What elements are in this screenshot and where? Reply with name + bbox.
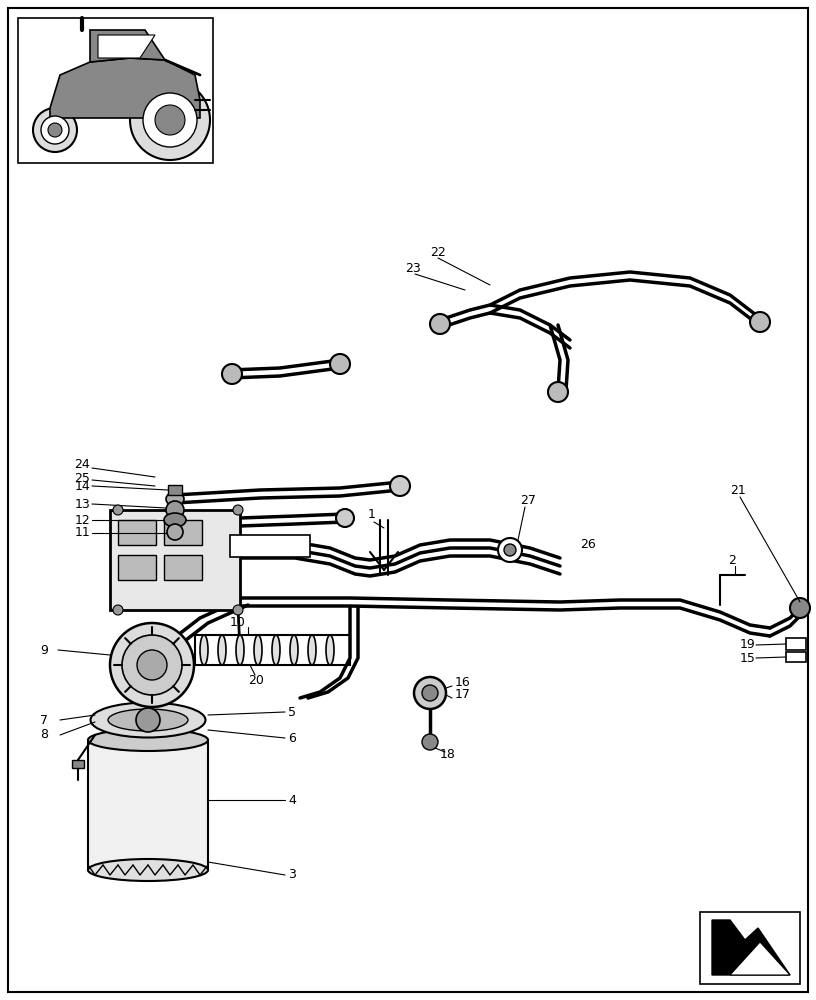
Circle shape (390, 476, 410, 496)
Text: 26: 26 (580, 538, 596, 552)
Circle shape (504, 544, 516, 556)
Circle shape (422, 734, 438, 750)
Circle shape (548, 382, 568, 402)
Text: 15: 15 (740, 652, 756, 664)
Bar (18, 18, 213, 163)
Ellipse shape (164, 513, 186, 527)
Circle shape (122, 635, 182, 695)
Text: 12: 12 (74, 514, 90, 526)
Ellipse shape (88, 859, 208, 881)
Bar (164, 555, 202, 580)
Circle shape (48, 123, 62, 137)
Bar (118, 520, 156, 545)
Ellipse shape (236, 635, 244, 665)
Text: 25: 25 (74, 472, 90, 485)
Bar (110, 510, 240, 610)
Ellipse shape (254, 635, 262, 665)
Bar (118, 555, 156, 580)
Text: 21: 21 (730, 484, 746, 496)
Bar (72, 760, 84, 768)
Bar (195, 635, 350, 665)
Circle shape (130, 80, 210, 160)
Text: 11: 11 (74, 526, 90, 540)
Text: 9: 9 (40, 644, 48, 656)
Circle shape (33, 108, 77, 152)
Circle shape (222, 364, 242, 384)
Text: 17: 17 (455, 688, 471, 702)
Polygon shape (50, 58, 200, 118)
Circle shape (167, 524, 183, 540)
Ellipse shape (272, 635, 280, 665)
Circle shape (330, 354, 350, 374)
Ellipse shape (326, 635, 334, 665)
Circle shape (750, 312, 770, 332)
Bar (700, 912, 800, 984)
Bar (786, 652, 806, 662)
Text: 2: 2 (728, 554, 736, 566)
Polygon shape (90, 30, 165, 62)
Text: 3: 3 (288, 868, 296, 882)
Circle shape (41, 116, 69, 144)
Circle shape (155, 105, 185, 135)
Circle shape (113, 605, 123, 615)
Ellipse shape (108, 709, 188, 731)
Circle shape (136, 708, 160, 732)
Text: 8: 8 (40, 728, 48, 742)
Circle shape (113, 505, 123, 515)
Text: 18: 18 (440, 748, 456, 762)
Circle shape (498, 538, 522, 562)
Circle shape (414, 677, 446, 709)
Bar (88, 740, 208, 870)
Ellipse shape (88, 729, 208, 751)
Text: 27: 27 (520, 493, 536, 506)
Bar (786, 638, 806, 650)
Ellipse shape (290, 635, 298, 665)
Circle shape (422, 685, 438, 701)
Circle shape (166, 501, 184, 519)
Circle shape (336, 509, 354, 527)
Text: 20: 20 (248, 674, 264, 686)
Circle shape (430, 314, 450, 334)
Circle shape (143, 93, 197, 147)
Bar (164, 520, 202, 545)
Text: 6: 6 (288, 732, 296, 744)
Ellipse shape (308, 635, 316, 665)
Circle shape (137, 650, 167, 680)
Circle shape (233, 605, 243, 615)
Text: 19: 19 (740, 639, 756, 652)
Text: 5: 5 (288, 706, 296, 718)
Bar (230, 535, 310, 557)
Circle shape (790, 598, 810, 618)
Ellipse shape (218, 635, 226, 665)
Text: 7: 7 (40, 714, 48, 726)
Text: 23: 23 (405, 261, 421, 274)
Text: 4: 4 (288, 794, 296, 806)
Polygon shape (98, 35, 155, 58)
Text: 13: 13 (74, 497, 90, 510)
Text: 10: 10 (230, 615, 246, 629)
Text: 14: 14 (74, 480, 90, 492)
Ellipse shape (91, 702, 206, 738)
Text: 24: 24 (74, 458, 90, 472)
Text: 1.82.3: 1.82.3 (234, 540, 271, 552)
Polygon shape (712, 920, 790, 975)
Circle shape (110, 623, 194, 707)
Circle shape (233, 505, 243, 515)
Ellipse shape (166, 492, 184, 506)
Ellipse shape (200, 635, 208, 665)
Text: 1: 1 (368, 508, 376, 522)
Text: 16: 16 (455, 676, 471, 688)
Text: 22: 22 (430, 245, 446, 258)
Bar (168, 485, 182, 495)
Polygon shape (730, 942, 790, 975)
